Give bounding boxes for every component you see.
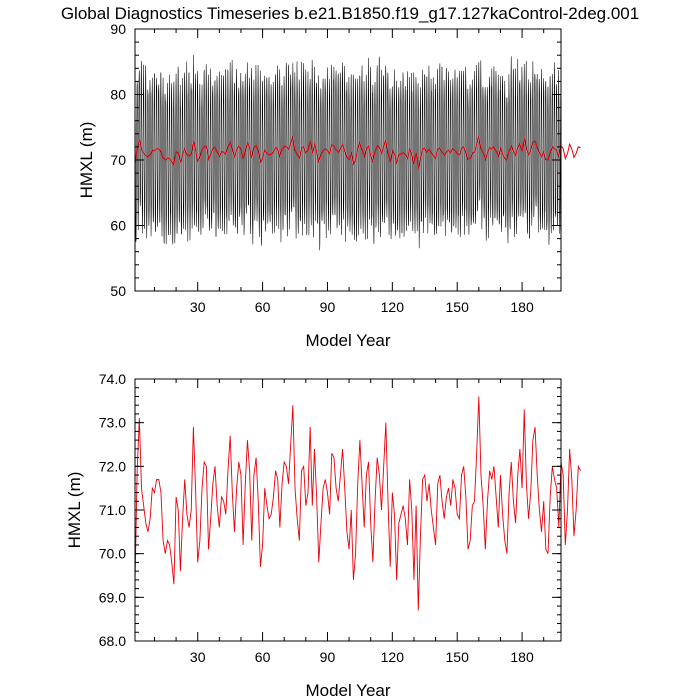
y-tick-label: 70.0 — [99, 546, 126, 562]
y-tick-label: 80 — [110, 87, 126, 103]
series-monthly-line — [134, 55, 562, 251]
bottom-x-axis-label: Model Year — [305, 681, 390, 700]
y-tick-label: 72.0 — [99, 458, 126, 474]
series-annual-line — [134, 135, 581, 169]
top-plot-area — [134, 55, 581, 251]
series-annual-line — [134, 396, 581, 611]
figure-title: Global Diagnostics Timeseries b.e21.B185… — [61, 4, 639, 23]
y-tick-label: 60 — [110, 218, 126, 234]
x-tick-label: 150 — [446, 299, 470, 315]
x-tick-label: 90 — [320, 299, 336, 315]
y-tick-label: 90 — [110, 21, 126, 37]
y-tick-label: 70 — [110, 152, 126, 168]
x-tick-label: 150 — [446, 649, 470, 665]
top-y-ticks: 50 60 70 80 90 — [110, 21, 561, 299]
top-y-axis-label: HMXL (m) — [77, 122, 96, 199]
x-tick-label: 180 — [510, 649, 534, 665]
top-x-ticks: 30 60 90 120 150 180 — [153, 29, 545, 315]
y-tick-label: 68.0 — [99, 633, 126, 649]
x-tick-label: 60 — [255, 299, 271, 315]
y-tick-label: 50 — [110, 283, 126, 299]
bottom-panel: 30 60 90 120 150 180 68.0 69.0 70.0 71.0 72.0 73.0… — [65, 371, 581, 700]
x-tick-label: 30 — [190, 649, 206, 665]
y-tick-label: 73.0 — [99, 415, 126, 431]
y-tick-label: 69.0 — [99, 589, 126, 605]
x-tick-label: 90 — [320, 649, 336, 665]
x-tick-label: 120 — [381, 649, 405, 665]
y-tick-label: 71.0 — [99, 502, 126, 518]
y-tick-label: 74.0 — [99, 371, 126, 387]
x-tick-label: 60 — [255, 649, 271, 665]
x-tick-label: 180 — [510, 299, 534, 315]
bottom-y-axis-label: HMXL (m) — [65, 472, 84, 549]
x-tick-label: 120 — [381, 299, 405, 315]
top-x-axis-label: Model Year — [305, 331, 390, 350]
x-tick-label: 30 — [190, 299, 206, 315]
top-panel: 30 60 90 120 150 180 50 60 70 80 90 Model Year HM… — [77, 21, 581, 350]
bottom-x-ticks: 30 60 90 120 150 180 — [153, 379, 545, 665]
bottom-plot-area — [134, 396, 581, 611]
bottom-y-ticks: 68.0 69.0 70.0 71.0 72.0 73.0 74.0 — [99, 371, 561, 649]
